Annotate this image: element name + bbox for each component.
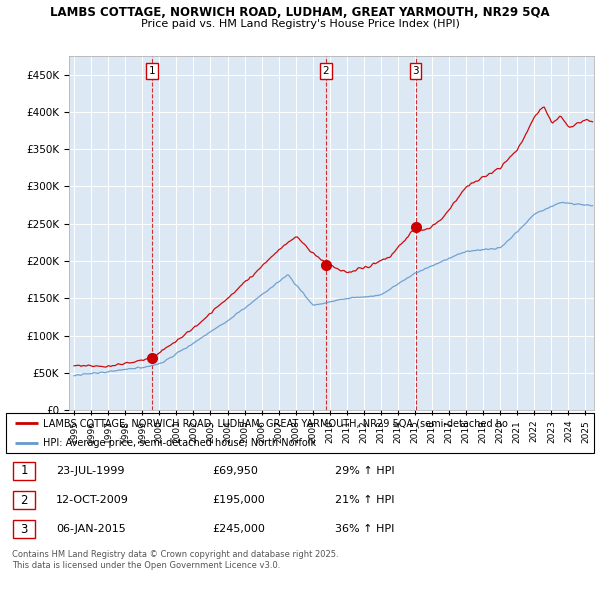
Text: £195,000: £195,000 xyxy=(212,495,265,505)
Text: 1: 1 xyxy=(148,66,155,76)
Text: Contains HM Land Registry data © Crown copyright and database right 2025.: Contains HM Land Registry data © Crown c… xyxy=(12,550,338,559)
FancyBboxPatch shape xyxy=(13,520,35,539)
Text: HPI: Average price, semi-detached house, North Norfolk: HPI: Average price, semi-detached house,… xyxy=(43,438,316,448)
Text: £245,000: £245,000 xyxy=(212,525,265,535)
FancyBboxPatch shape xyxy=(13,491,35,509)
Text: 23-JUL-1999: 23-JUL-1999 xyxy=(56,466,124,476)
Text: 36% ↑ HPI: 36% ↑ HPI xyxy=(335,525,395,535)
Text: 29% ↑ HPI: 29% ↑ HPI xyxy=(335,466,395,476)
Text: 3: 3 xyxy=(20,523,28,536)
Text: LAMBS COTTAGE, NORWICH ROAD, LUDHAM, GREAT YARMOUTH, NR29 5QA: LAMBS COTTAGE, NORWICH ROAD, LUDHAM, GRE… xyxy=(50,6,550,19)
Text: Price paid vs. HM Land Registry's House Price Index (HPI): Price paid vs. HM Land Registry's House … xyxy=(140,19,460,29)
Text: 1: 1 xyxy=(20,464,28,477)
Text: 12-OCT-2009: 12-OCT-2009 xyxy=(56,495,129,505)
Text: 06-JAN-2015: 06-JAN-2015 xyxy=(56,525,126,535)
Text: 21% ↑ HPI: 21% ↑ HPI xyxy=(335,495,395,505)
Text: LAMBS COTTAGE, NORWICH ROAD, LUDHAM, GREAT YARMOUTH, NR29 5QA (semi-detached ho: LAMBS COTTAGE, NORWICH ROAD, LUDHAM, GRE… xyxy=(43,418,508,428)
Text: 2: 2 xyxy=(323,66,329,76)
Text: This data is licensed under the Open Government Licence v3.0.: This data is licensed under the Open Gov… xyxy=(12,560,280,569)
Text: 3: 3 xyxy=(412,66,419,76)
Text: 2: 2 xyxy=(20,493,28,507)
Text: £69,950: £69,950 xyxy=(212,466,257,476)
FancyBboxPatch shape xyxy=(13,461,35,480)
